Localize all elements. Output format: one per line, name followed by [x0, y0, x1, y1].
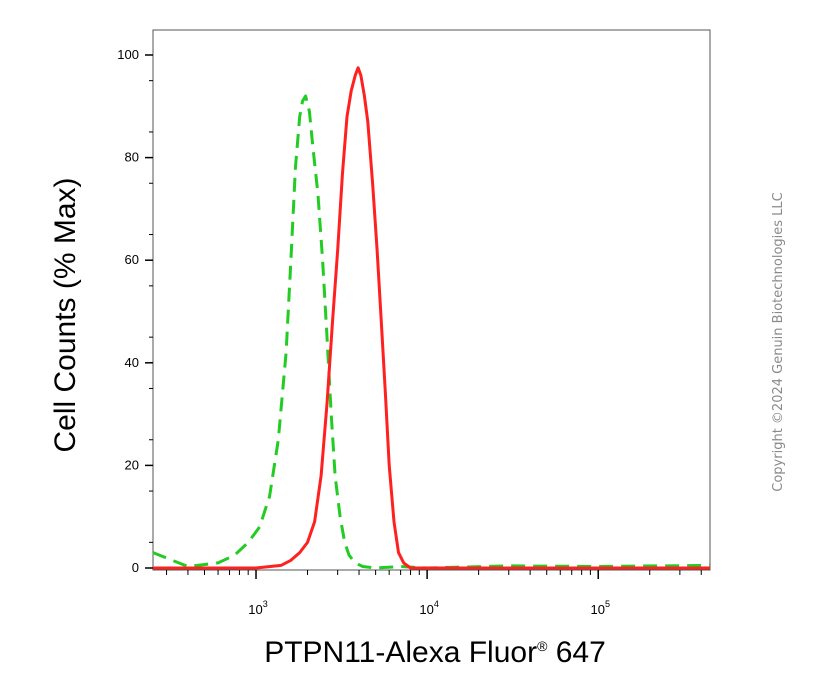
x-axis-label-suffix: 647: [547, 636, 605, 669]
y-tick-label: 60: [125, 252, 139, 267]
y-tick-label: 40: [125, 355, 139, 370]
x-tick-label: 103: [248, 599, 267, 617]
x-tick-exponent: 3: [263, 599, 268, 609]
x-tick-exponent: 4: [434, 599, 439, 609]
y-tick-label: 80: [125, 150, 139, 165]
x-axis-label-registered-mark: ®: [537, 638, 548, 654]
series-line-dashed-green: [152, 94, 711, 570]
copyright-watermark: Copyright ©2024 Genuin Biotechnologies L…: [771, 192, 786, 491]
series-layer: [152, 66, 711, 570]
x-axis-label-main: PTPN11-Alexa Fluor: [264, 636, 537, 669]
y-axis-label: Cell Counts (% Max): [49, 177, 82, 452]
x-tick-label: 105: [590, 599, 609, 617]
x-tick-exponent: 5: [605, 599, 610, 609]
y-tick-label: 0: [132, 560, 139, 575]
x-axis: 103 104 105: [166, 570, 702, 617]
plot-frame: [152, 29, 711, 571]
x-tick-base: 10: [590, 602, 604, 617]
y-tick-label: 100: [117, 47, 139, 62]
series-line-solid-red: [153, 66, 710, 570]
x-tick-base: 10: [419, 602, 433, 617]
x-tick-base: 10: [248, 602, 262, 617]
x-tick-label: 104: [419, 599, 438, 617]
x-axis-label: PTPN11-Alexa Fluor® 647: [264, 636, 606, 669]
y-axis: 0 20 40 60 80 100: [117, 47, 153, 575]
y-tick-label: 20: [125, 457, 139, 472]
